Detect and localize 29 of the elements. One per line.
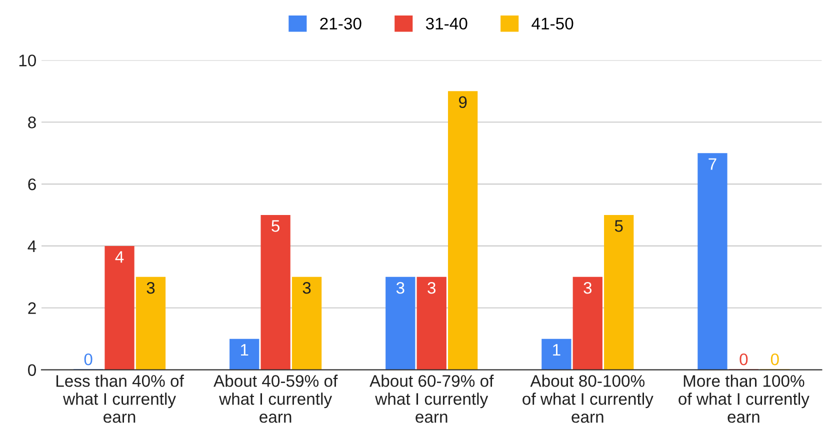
legend-label: 41-50 (532, 18, 574, 30)
y-tick-label: 10 (19, 54, 36, 66)
data-label: 1 (553, 344, 560, 356)
x-tick-label: About 40-59% of what I currently earn (214, 374, 338, 423)
data-label: 4 (115, 251, 124, 263)
y-tick-label: 8 (28, 116, 36, 128)
data-label: 3 (584, 282, 592, 294)
x-tick-label: About 60-79% of what I currently earn (370, 374, 494, 423)
legend-label: 31-40 (426, 18, 468, 30)
x-tick-label: About 80-100% of what I currently earn (522, 374, 654, 423)
data-label: 3 (428, 282, 436, 294)
data-label: 7 (708, 158, 716, 170)
y-tick-label: 4 (28, 240, 36, 252)
data-label: 1 (240, 344, 248, 356)
data-label: 9 (458, 96, 467, 108)
data-label: 3 (302, 282, 311, 294)
legend-label: 21-30 (320, 18, 362, 30)
data-label: 0 (84, 353, 92, 366)
y-tick-label: 0 (28, 364, 36, 376)
x-tick-label: More than 100% of what I currently earn (678, 374, 810, 423)
data-label: 0 (740, 353, 748, 366)
data-label: 3 (396, 282, 404, 294)
x-tick-label: Less than 40% of what I currently earn (56, 374, 184, 423)
data-label: 5 (272, 220, 280, 232)
y-tick-label: 6 (28, 178, 36, 190)
data-label: 5 (614, 220, 623, 232)
data-label: 0 (770, 353, 779, 366)
y-tick-label: 2 (28, 302, 36, 314)
data-label: 3 (146, 282, 155, 294)
